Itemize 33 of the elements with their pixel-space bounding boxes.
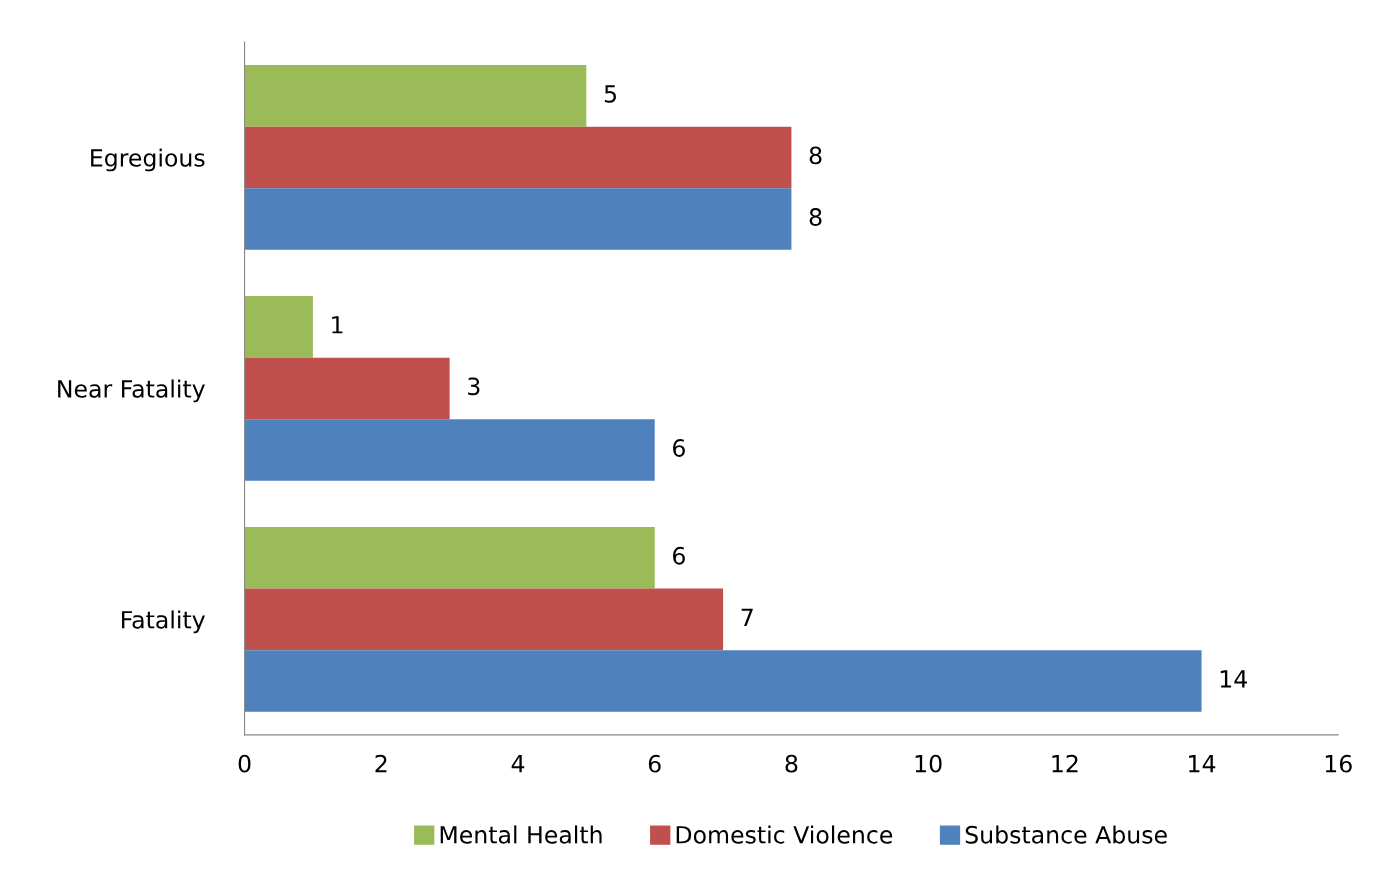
data-label: 1 (332, 316, 343, 334)
x-tick-label: 12 (1052, 754, 1078, 773)
y-tick-label: Near Fatality (58, 379, 205, 403)
data-label: 6 (673, 439, 685, 457)
data-label: 6 (673, 546, 685, 565)
x-tick-label: 16 (1325, 754, 1352, 773)
bar (244, 296, 313, 358)
x-tick-label: 10 (915, 754, 942, 773)
bar (244, 126, 792, 189)
bar (244, 650, 1202, 712)
x-tick-label: 2 (375, 754, 387, 773)
y-tick-label: Fatality (122, 610, 205, 634)
x-tick-label: 4 (511, 755, 525, 773)
data-label: 5 (604, 85, 616, 103)
x-tick-label: 8 (785, 754, 798, 773)
x-tick-label: 14 (1189, 755, 1216, 773)
bar (244, 527, 655, 589)
legend-label: Mental Health (440, 825, 602, 844)
x-tick-label: 0 (238, 754, 251, 773)
bar (244, 419, 655, 481)
legend-label: Domestic Violence (676, 825, 893, 844)
legend-label: Substance Abuse (965, 825, 1167, 844)
bar (244, 188, 792, 250)
data-label: 7 (741, 608, 753, 626)
data-label: 3 (468, 377, 480, 396)
data-label: 8 (809, 146, 822, 165)
data-label: 8 (809, 208, 822, 226)
x-tick-label: 6 (648, 754, 661, 773)
data-label: 14 (1220, 670, 1247, 688)
bar (244, 588, 724, 651)
bar (244, 357, 450, 420)
bar (244, 65, 587, 127)
y-tick-label: Egregious (91, 148, 205, 172)
